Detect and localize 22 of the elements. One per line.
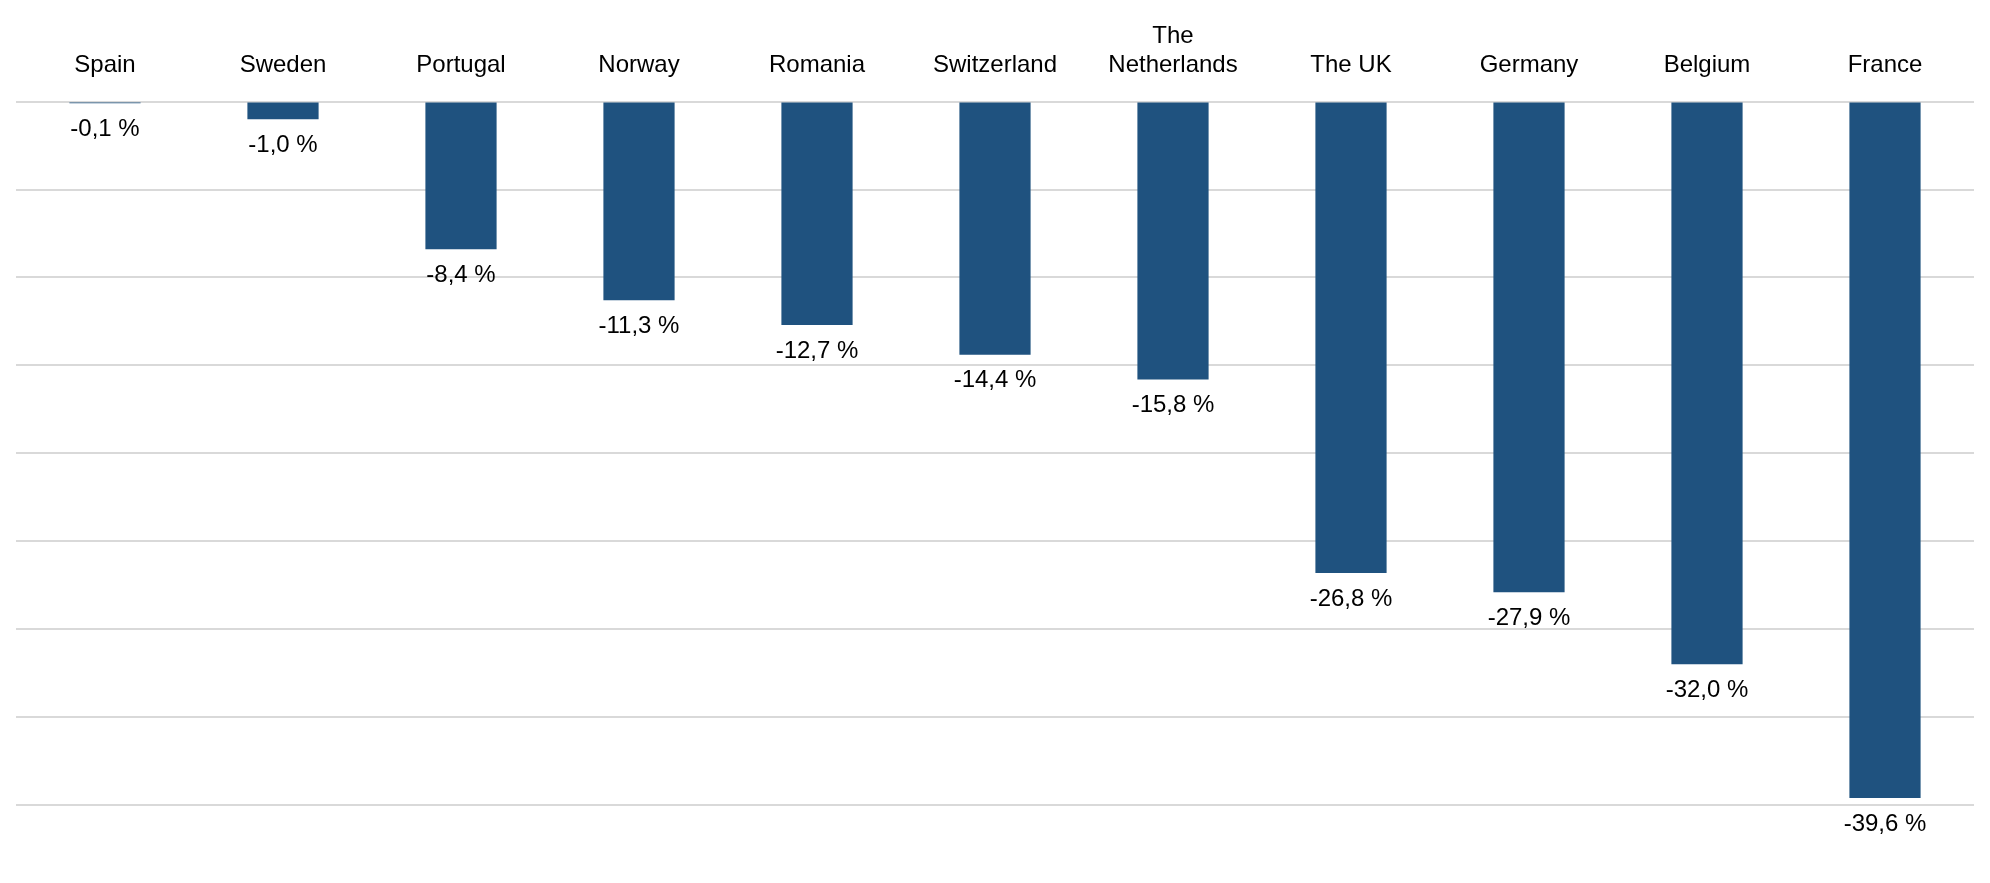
data-label: -39,6 %: [1843, 808, 1927, 836]
data-label: -0,1 %: [70, 113, 140, 141]
x-tick-label: Portugal: [416, 49, 506, 77]
x-tick-label: Romania: [768, 49, 866, 77]
data-label: -1,0 %: [248, 129, 318, 157]
data-label: -14,4 %: [953, 365, 1037, 393]
x-tick-label: France: [1847, 49, 1923, 77]
data-label: -11,3 %: [598, 310, 680, 338]
data-label: -8,4 %: [426, 259, 496, 287]
data-label: -26,8 %: [1309, 583, 1393, 611]
x-tick-label: Belgium: [1663, 49, 1751, 77]
x-tick-label: Germany: [1479, 49, 1579, 77]
data-label: -15,8 %: [1131, 390, 1215, 418]
x-tick-label: Sweden: [239, 49, 327, 77]
data-label: -32,0 %: [1665, 674, 1749, 702]
x-tick-label: The Netherlands: [1108, 21, 1238, 77]
x-tick-label: Switzerland: [932, 49, 1058, 77]
x-tick-label: The UK: [1310, 49, 1392, 77]
x-tick-label: Spain: [74, 49, 136, 77]
data-label: -27,9 %: [1487, 602, 1571, 630]
x-tick-label: Norway: [598, 49, 680, 77]
data-label: -12,7 %: [775, 335, 859, 363]
